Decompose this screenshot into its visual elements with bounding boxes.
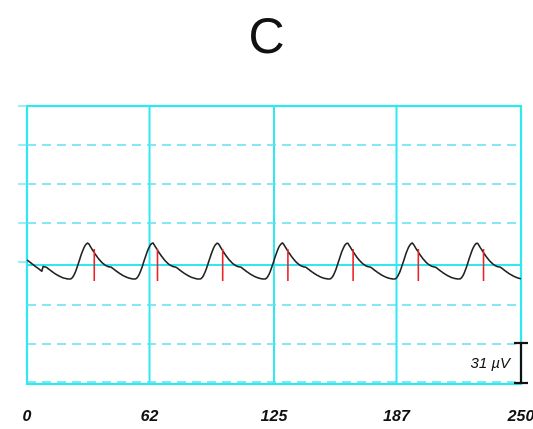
x-tick-label: 187 bbox=[383, 408, 411, 425]
scale-bar: 31 µV bbox=[471, 341, 528, 385]
x-tick-label: 0 bbox=[23, 408, 32, 425]
panel-label: C bbox=[248, 8, 285, 64]
peak-markers bbox=[93, 249, 485, 281]
waveform-trace bbox=[26, 242, 522, 280]
x-tick-label: 250 bbox=[507, 408, 533, 425]
trace-layer bbox=[26, 242, 522, 280]
x-tick-labels: 0 62 125 187 250 bbox=[23, 408, 533, 425]
scale-bar-label: 31 µV bbox=[471, 355, 512, 372]
x-tick-label: 125 bbox=[261, 408, 289, 425]
grid bbox=[18, 104, 523, 386]
x-tick-label: 62 bbox=[141, 408, 159, 425]
